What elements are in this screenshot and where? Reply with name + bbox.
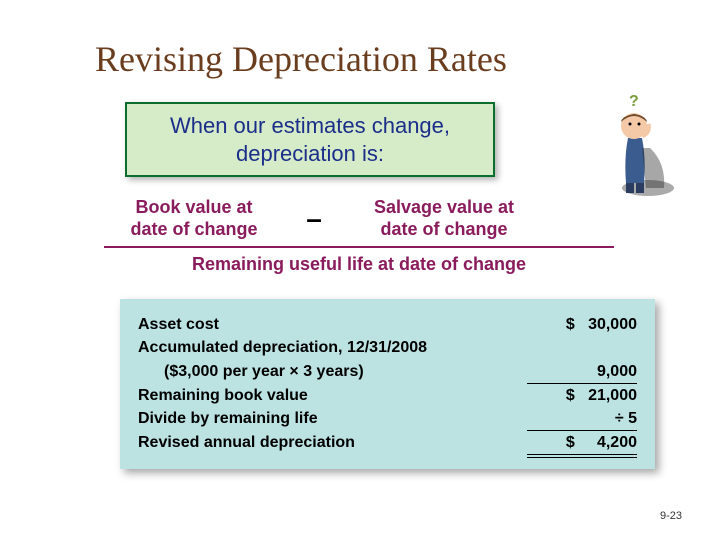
svg-text:?: ?: [629, 93, 639, 110]
callout-text: When our estimates change, depreciation …: [139, 112, 481, 167]
formula-denominator: Remaining useful life at date of change: [104, 254, 614, 275]
callout-box: When our estimates change, depreciation …: [125, 102, 495, 177]
table-row: Remaining book value $ 21,000: [138, 384, 637, 407]
thinking-man-icon: ?: [586, 88, 678, 198]
page-number: 9-23: [660, 510, 682, 522]
table-row: Revised annual depreciation $ 4,200: [138, 431, 637, 455]
asset-cost-value: $ 30,000: [527, 313, 637, 336]
formula-divider: [104, 246, 614, 248]
remaining-bv-label: Remaining book value: [138, 384, 527, 407]
formula-book-value: Book value at date of change: [104, 197, 284, 240]
page-title: Revising Depreciation Rates: [95, 38, 680, 80]
divide-life-label: Divide by remaining life: [138, 407, 527, 430]
formula-container: Book value at date of change – Salvage v…: [104, 197, 624, 275]
formula-left-line1: Book value at: [135, 197, 252, 217]
table-row: Divide by remaining life ÷ 5: [138, 407, 637, 431]
formula-salvage-value: Salvage value at date of change: [344, 197, 544, 240]
remaining-bv-value: $ 21,000: [527, 384, 637, 407]
accum-dep-detail: ($3,000 per year × 3 years): [138, 360, 527, 383]
table-row: ($3,000 per year × 3 years) 9,000: [138, 360, 637, 384]
accum-dep-label: Accumulated depreciation, 12/31/2008: [138, 336, 527, 359]
formula-left-line2: date of change: [130, 219, 257, 239]
divide-life-value: ÷ 5: [527, 407, 637, 431]
accum-dep-value: 9,000: [527, 360, 637, 384]
table-row: Accumulated depreciation, 12/31/2008: [138, 336, 637, 359]
formula-right-line2: date of change: [380, 219, 507, 239]
formula-right-line1: Salvage value at: [374, 197, 514, 217]
calculation-table: Asset cost $ 30,000 Accumulated deprecia…: [120, 299, 655, 469]
revised-dep-label: Revised annual depreciation: [138, 431, 527, 454]
asset-cost-label: Asset cost: [138, 313, 527, 336]
revised-dep-value: $ 4,200: [527, 431, 637, 455]
formula-numerator: Book value at date of change – Salvage v…: [104, 197, 624, 240]
minus-sign: –: [284, 202, 344, 236]
table-row: Asset cost $ 30,000: [138, 313, 637, 336]
slide-container: Revising Depreciation Rates ? When our e…: [0, 0, 720, 540]
